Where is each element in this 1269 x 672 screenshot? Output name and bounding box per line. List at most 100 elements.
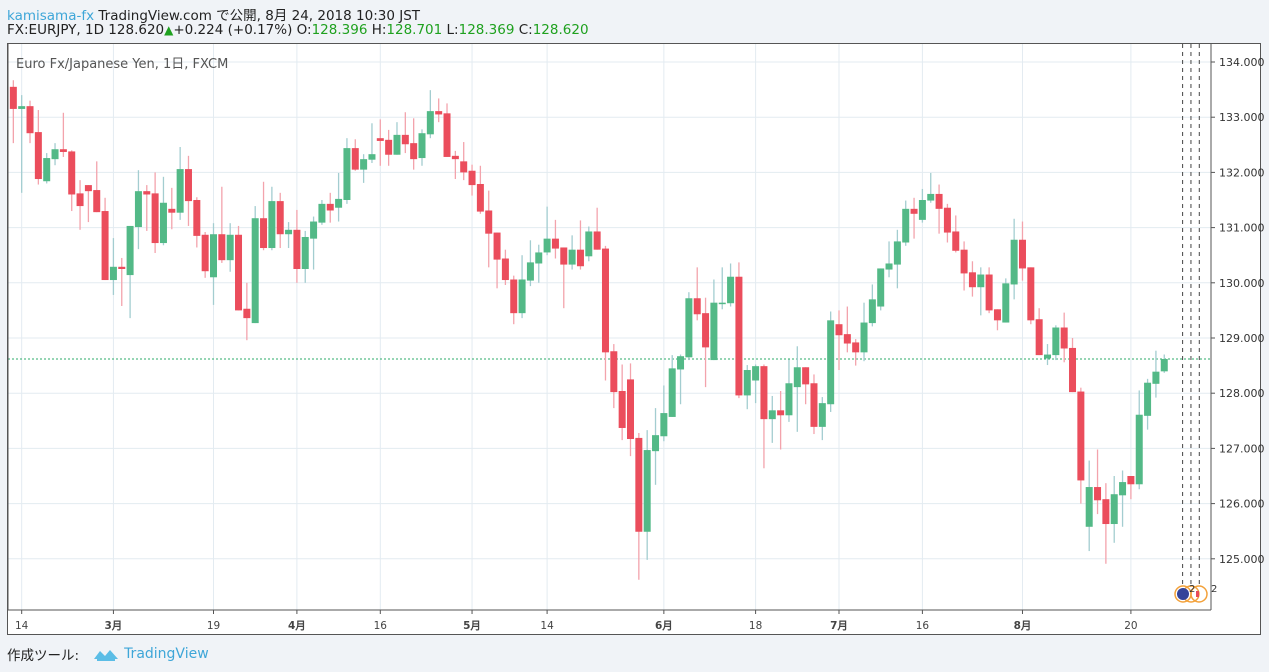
price-change: +0.224 (+0.17%) (173, 22, 293, 38)
candle (985, 267, 993, 314)
candle (34, 110, 42, 185)
candle (993, 309, 1001, 331)
candle-body (918, 200, 926, 220)
x-tick-label: 16 (916, 620, 930, 632)
candle (685, 292, 693, 361)
candle (8, 86, 9, 98)
x-tick-label: 4月 (288, 620, 306, 632)
candle-body (735, 276, 743, 396)
candle-body (218, 234, 226, 261)
candle-body (468, 170, 476, 186)
candle-body (343, 148, 351, 200)
candle (76, 180, 84, 230)
candle (918, 188, 926, 223)
candle-body (585, 231, 593, 257)
candle (201, 232, 209, 278)
candle-body (376, 138, 384, 141)
author-link[interactable]: kamisama-fx (7, 8, 95, 24)
candle (93, 161, 101, 213)
candle (126, 225, 134, 319)
candle (660, 385, 668, 442)
candle (768, 395, 776, 443)
candle-body (460, 161, 468, 173)
candle-body (635, 437, 643, 532)
candle-body (126, 225, 134, 276)
candle (510, 275, 518, 325)
candle (852, 339, 860, 366)
candle-body (260, 218, 268, 249)
candle (968, 261, 976, 297)
candle-body (43, 158, 51, 182)
candle-body (727, 276, 735, 304)
candle (285, 222, 293, 249)
candle-body (952, 231, 960, 251)
candle-body (835, 324, 843, 336)
y-tick-label: 128.000 (1219, 387, 1265, 400)
candle-body (685, 298, 693, 358)
candle-body (927, 193, 935, 201)
candle (26, 100, 34, 144)
tradingview-brand: TradingView (124, 646, 209, 662)
candle (1135, 390, 1143, 490)
x-tick-label: 8月 (1014, 620, 1032, 632)
candle-body (318, 203, 326, 223)
candle-body (618, 390, 626, 428)
candle-body (59, 149, 67, 152)
candle-body (226, 234, 234, 261)
candle (1094, 449, 1102, 515)
candle (1152, 350, 1160, 398)
chart-frame (7, 43, 1261, 635)
candle-body (493, 232, 501, 260)
candle-body (1077, 391, 1085, 481)
candle-body (793, 367, 801, 388)
candle-body (193, 200, 201, 236)
candle (351, 139, 359, 171)
candle-body (410, 143, 418, 160)
candle-body (1144, 382, 1152, 416)
x-tick-label: 14 (15, 620, 29, 632)
candle-body (301, 236, 309, 269)
candle (184, 155, 192, 226)
candle-body (960, 249, 968, 274)
candle (501, 249, 509, 286)
candle-body (568, 249, 576, 265)
candle-body (576, 249, 584, 267)
candle (727, 263, 735, 307)
candle (210, 223, 217, 305)
y-tick-label: 126.000 (1219, 498, 1265, 511)
candle (593, 207, 601, 250)
candle-body (910, 208, 918, 214)
candle-body (1027, 267, 1035, 321)
plot-area (8, 44, 1211, 610)
candle (101, 197, 109, 281)
candle (1027, 267, 1035, 325)
candle-body (768, 410, 776, 420)
candle-body (159, 202, 167, 244)
candle (952, 215, 960, 253)
publish-header: kamisama-fx TradingView.com で公開, 8月 24, … (7, 4, 420, 24)
open-value: 128.396 (311, 22, 368, 38)
candle-body (1010, 239, 1018, 285)
tradingview-link[interactable]: TradingView (93, 646, 209, 662)
candle-body (510, 279, 518, 314)
candle (243, 282, 251, 341)
candle-body (176, 169, 184, 213)
candle (693, 267, 701, 321)
candle (535, 244, 543, 283)
candle-body (710, 302, 718, 361)
candle-body (1127, 476, 1135, 485)
candle-body (627, 379, 634, 440)
candle-body (210, 234, 217, 278)
candle (134, 170, 142, 250)
candle-body (677, 356, 685, 370)
candle-body (1052, 327, 1060, 356)
candle (1002, 278, 1010, 323)
candle-body (551, 238, 559, 249)
candle (310, 216, 318, 270)
candle (743, 365, 751, 410)
candle-body (1135, 414, 1143, 485)
candle (868, 284, 876, 327)
candle-body (1018, 239, 1026, 269)
candle-body (977, 274, 985, 288)
